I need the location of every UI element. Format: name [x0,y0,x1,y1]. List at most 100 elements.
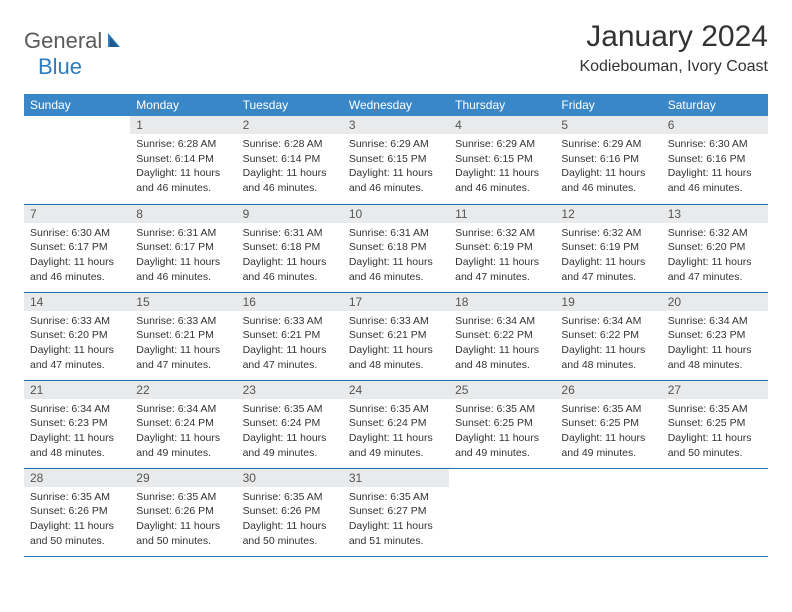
day-number: 6 [662,116,768,134]
sunset-text: Sunset: 6:25 PM [455,416,549,431]
sunset-text: Sunset: 6:20 PM [668,240,762,255]
day-number: 19 [555,293,661,311]
sunset-text: Sunset: 6:18 PM [243,240,337,255]
day-details: Sunrise: 6:33 AMSunset: 6:21 PMDaylight:… [343,311,449,379]
sunrise-text: Sunrise: 6:30 AM [30,226,124,241]
day-number: 16 [237,293,343,311]
daylight-text-line2: and 50 minutes. [136,534,230,549]
sunset-text: Sunset: 6:15 PM [455,152,549,167]
day-number: 21 [24,381,130,399]
daylight-text-line2: and 49 minutes. [349,446,443,461]
daylight-text-line1: Daylight: 11 hours [243,166,337,181]
daylight-text-line2: and 49 minutes. [243,446,337,461]
day-details: Sunrise: 6:33 AMSunset: 6:21 PMDaylight:… [130,311,236,379]
calendar-cell [24,116,130,204]
day-number: 18 [449,293,555,311]
sunrise-text: Sunrise: 6:29 AM [561,137,655,152]
sunrise-text: Sunrise: 6:35 AM [455,402,549,417]
day-number: 22 [130,381,236,399]
day-number: 27 [662,381,768,399]
day-number: 29 [130,469,236,487]
calendar-cell: 21Sunrise: 6:34 AMSunset: 6:23 PMDayligh… [24,380,130,468]
daylight-text-line1: Daylight: 11 hours [30,519,124,534]
logo-text-general: General [24,28,102,54]
daylight-text-line1: Daylight: 11 hours [455,343,549,358]
sunset-text: Sunset: 6:24 PM [243,416,337,431]
day-details: Sunrise: 6:28 AMSunset: 6:14 PMDaylight:… [237,134,343,202]
calendar-cell: 30Sunrise: 6:35 AMSunset: 6:26 PMDayligh… [237,468,343,556]
day-details: Sunrise: 6:35 AMSunset: 6:26 PMDaylight:… [130,487,236,555]
day-header-row: Sunday Monday Tuesday Wednesday Thursday… [24,94,768,116]
daylight-text-line2: and 48 minutes. [455,358,549,373]
calendar-cell: 24 Sunrise: 6:35 AMSunset: 6:24 PMDayligh… [343,380,449,468]
calendar-cell: 16Sunrise: 6:33 AMSunset: 6:21 PMDayligh… [237,292,343,380]
sunrise-text: Sunrise: 6:34 AM [30,402,124,417]
day-details: Sunrise: 6:30 AMSunset: 6:16 PMDaylight:… [662,134,768,202]
day-details: Sunrise: 6:34 AMSunset: 6:22 PMDaylight:… [555,311,661,379]
day-number: 10 [343,205,449,223]
location-text: Kodiebouman, Ivory Coast [579,58,768,76]
calendar-cell: 25 Sunrise: 6:35 AMSunset: 6:25 PMDayligh… [449,380,555,468]
sunset-text: Sunset: 6:21 PM [349,328,443,343]
day-details: Sunrise: 6:30 AMSunset: 6:17 PMDaylight:… [24,223,130,291]
sunset-text: Sunset: 6:16 PM [561,152,655,167]
day-details: Sunrise: 6:33 AMSunset: 6:20 PMDaylight:… [24,311,130,379]
calendar-cell: 11Sunrise: 6:32 AMSunset: 6:19 PMDayligh… [449,204,555,292]
calendar-cell: 23Sunrise: 6:35 AMSunset: 6:24 PMDayligh… [237,380,343,468]
daylight-text-line2: and 49 minutes. [455,446,549,461]
sunrise-text: Sunrise: 6:35 AM [136,490,230,505]
sunset-text: Sunset: 6:21 PM [243,328,337,343]
calendar-cell: 14Sunrise: 6:33 AMSunset: 6:20 PMDayligh… [24,292,130,380]
day-number: 24 [343,381,449,399]
calendar-cell: 19Sunrise: 6:34 AMSunset: 6:22 PMDayligh… [555,292,661,380]
daylight-text-line2: and 46 minutes. [455,181,549,196]
sunrise-text: Sunrise: 6:35 AM [243,402,337,417]
daylight-text-line1: Daylight: 11 hours [455,431,549,446]
calendar-cell: 3Sunrise: 6:29 AMSunset: 6:15 PMDaylight… [343,116,449,204]
sunset-text: Sunset: 6:14 PM [243,152,337,167]
day-header-tue: Tuesday [237,94,343,116]
daylight-text-line1: Daylight: 11 hours [243,255,337,270]
calendar-row: 21Sunrise: 6:34 AMSunset: 6:23 PMDayligh… [24,380,768,468]
day-header-sun: Sunday [24,94,130,116]
sunset-text: Sunset: 6:21 PM [136,328,230,343]
daylight-text-line2: and 50 minutes. [30,534,124,549]
daylight-text-line2: and 47 minutes. [136,358,230,373]
daylight-text-line2: and 46 minutes. [136,270,230,285]
day-number: 15 [130,293,236,311]
sunset-text: Sunset: 6:22 PM [455,328,549,343]
daylight-text-line2: and 49 minutes. [136,446,230,461]
calendar-cell: 8Sunrise: 6:31 AMSunset: 6:17 PMDaylight… [130,204,236,292]
sunrise-text: Sunrise: 6:34 AM [668,314,762,329]
day-number: 17 [343,293,449,311]
sunset-text: Sunset: 6:25 PM [561,416,655,431]
sunset-text: Sunset: 6:24 PM [349,416,443,431]
daylight-text-line2: and 47 minutes. [668,270,762,285]
sunrise-text: Sunrise: 6:35 AM [349,402,443,417]
daylight-text-line2: and 49 minutes. [561,446,655,461]
day-number: 28 [24,469,130,487]
logo-text-blue: Blue [38,54,82,79]
daylight-text-line1: Daylight: 11 hours [455,166,549,181]
daylight-text-line1: Daylight: 11 hours [349,431,443,446]
day-number: 13 [662,205,768,223]
day-header-wed: Wednesday [343,94,449,116]
day-details: Sunrise: 6:35 AMSunset: 6:26 PMDaylight:… [237,487,343,555]
calendar-cell: 28Sunrise: 6:35 AMSunset: 6:26 PMDayligh… [24,468,130,556]
sunrise-text: Sunrise: 6:28 AM [243,137,337,152]
sunset-text: Sunset: 6:19 PM [561,240,655,255]
daylight-text-line2: and 48 minutes. [668,358,762,373]
daylight-text-line1: Daylight: 11 hours [243,431,337,446]
daylight-text-line2: and 51 minutes. [349,534,443,549]
day-header-mon: Monday [130,94,236,116]
day-number: 25 [449,381,555,399]
sunset-text: Sunset: 6:25 PM [668,416,762,431]
calendar-row: 28Sunrise: 6:35 AMSunset: 6:26 PMDayligh… [24,468,768,556]
sunset-text: Sunset: 6:17 PM [30,240,124,255]
title-block: January 2024 Kodiebouman, Ivory Coast [579,20,768,76]
day-details: Sunrise: 6:34 AMSunset: 6:23 PMDaylight:… [662,311,768,379]
daylight-text-line1: Daylight: 11 hours [136,431,230,446]
calendar-cell: 15Sunrise: 6:33 AMSunset: 6:21 PMDayligh… [130,292,236,380]
daylight-text-line2: and 46 minutes. [30,270,124,285]
sunrise-text: Sunrise: 6:31 AM [243,226,337,241]
